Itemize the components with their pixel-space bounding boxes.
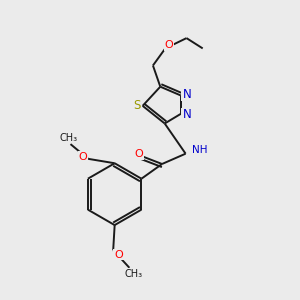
Text: O: O [79, 152, 87, 162]
Text: N: N [182, 109, 191, 122]
Text: S: S [134, 99, 141, 112]
Text: O: O [164, 40, 173, 50]
Text: O: O [134, 149, 143, 159]
Text: O: O [114, 250, 123, 260]
Text: CH₃: CH₃ [60, 133, 78, 142]
Text: CH₃: CH₃ [125, 269, 143, 279]
Text: NH: NH [192, 145, 208, 154]
Text: N: N [182, 88, 191, 100]
